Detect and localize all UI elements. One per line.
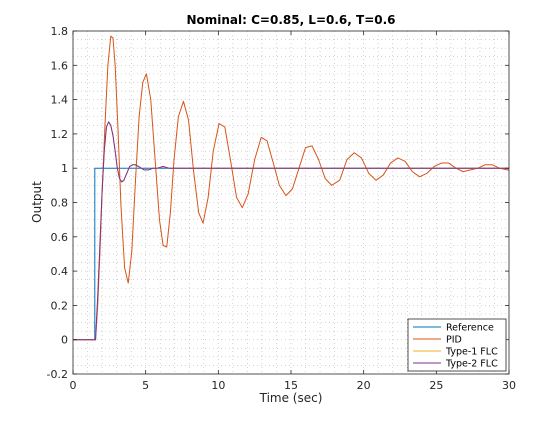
legend-box <box>407 318 507 372</box>
x-axis-label: Time (sec) <box>259 391 323 405</box>
chart-title: Nominal: C=0.85, L=0.6, T=0.6 <box>186 13 395 27</box>
x-tick-label: 15 <box>284 379 298 392</box>
x-tick-label: 5 <box>142 379 149 392</box>
y-tick-label: 0.8 <box>51 197 69 210</box>
y-tick-label: 0.6 <box>51 231 69 244</box>
x-tick-label: 20 <box>357 379 371 392</box>
x-tick-label: 25 <box>429 379 443 392</box>
y-tick-label: 1.8 <box>51 25 69 38</box>
x-tick-label: 0 <box>70 379 77 392</box>
y-tick-label: 0 <box>61 334 68 347</box>
x-tick-label: 30 <box>502 379 516 392</box>
y-tick-label: 1 <box>61 162 68 175</box>
y-tick-label: 1.2 <box>51 128 69 141</box>
grid <box>73 31 509 374</box>
legend-entry: Type-1 FLC <box>445 347 498 358</box>
legend-entry: Reference <box>446 323 494 334</box>
x-tick-label: 10 <box>211 379 225 392</box>
series-lines <box>73 35 509 341</box>
legend-entry: PID <box>446 335 462 346</box>
y-tick-label: -0.2 <box>47 368 68 381</box>
y-tick-label: 1.6 <box>51 59 69 72</box>
y-axis-label: Output <box>30 181 44 223</box>
series-line-type-2-flc <box>73 121 509 341</box>
y-tick-label: 0.4 <box>51 265 69 278</box>
y-tick-label: 0.2 <box>51 299 69 312</box>
legend-entry: Type-2 FLC <box>445 359 498 370</box>
series-line-pid <box>73 35 509 341</box>
axis-ticks: 0 5 10 15 20 25 30-0.200.20.40.60.811.21.41.61… <box>47 25 516 392</box>
y-tick-label: 1.4 <box>51 94 69 107</box>
